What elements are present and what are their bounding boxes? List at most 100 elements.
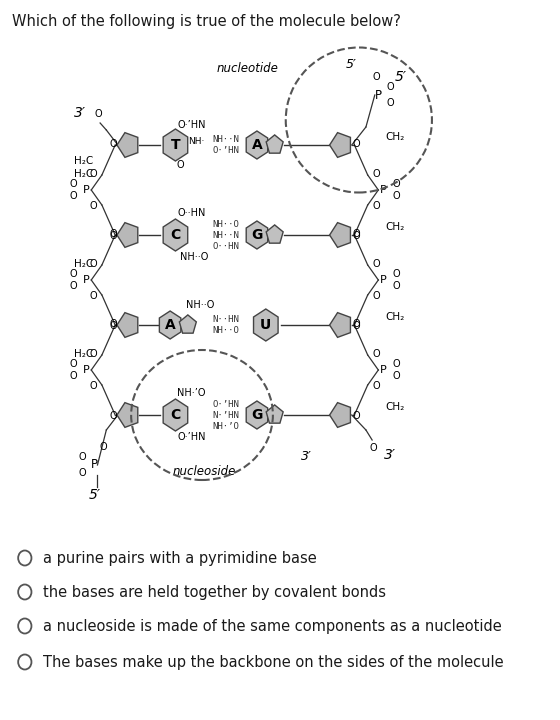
Text: O: O [70,359,77,369]
Polygon shape [330,132,351,158]
Text: nucleoside: nucleoside [172,465,235,478]
Text: O: O [89,349,97,359]
Text: 5′: 5′ [346,58,356,71]
Text: CH₂: CH₂ [385,402,405,412]
Text: O·’HN: O·’HN [212,400,239,408]
Text: O: O [373,291,380,301]
Text: O: O [392,179,400,189]
Text: P: P [375,89,382,102]
Polygon shape [246,131,268,159]
Text: 3′: 3′ [73,106,86,120]
Text: O: O [89,381,97,391]
Text: P: P [380,185,387,195]
Text: O: O [110,139,117,149]
Polygon shape [330,222,351,248]
Text: NH··O: NH··O [212,326,239,335]
Text: O: O [70,191,77,201]
Text: NH·: NH· [188,137,204,145]
Text: 3′: 3′ [301,450,312,463]
Text: O: O [373,72,380,82]
Text: O: O [70,371,77,381]
Polygon shape [266,225,283,243]
Text: O·’HN: O·’HN [177,432,206,442]
Text: O: O [100,442,108,452]
Text: H₂C: H₂C [73,259,93,269]
Text: O: O [110,319,117,329]
Text: CH₂: CH₂ [385,132,405,142]
Text: a purine pairs with a pyrimidine base: a purine pairs with a pyrimidine base [43,551,316,565]
Text: H₂C: H₂C [73,349,93,359]
Text: O: O [373,349,380,359]
Polygon shape [117,222,138,248]
Text: O: O [78,468,86,478]
Text: A: A [251,138,262,152]
Text: NH··N: NH··N [212,230,239,240]
Text: O: O [89,201,97,211]
Text: O: O [110,229,117,239]
Text: O: O [392,191,400,201]
Text: O: O [70,179,77,189]
Polygon shape [163,219,188,251]
Text: NH··O: NH··O [186,300,214,310]
Text: 3′: 3′ [384,448,396,462]
Text: H₂C: H₂C [73,169,93,179]
Text: P: P [380,275,387,285]
Polygon shape [330,312,351,338]
Text: O: O [392,359,400,369]
Text: O: O [110,411,117,421]
Text: 5′: 5′ [89,488,101,502]
Text: nucleotide: nucleotide [217,62,279,75]
Polygon shape [163,399,188,431]
Text: NH··O: NH··O [180,252,208,262]
Text: G: G [251,228,263,242]
Text: NH··N: NH··N [212,135,239,144]
Text: the bases are held together by covalent bonds: the bases are held together by covalent … [43,585,385,600]
Text: O: O [95,109,102,119]
Text: O: O [373,169,380,179]
Text: H₂C: H₂C [73,156,93,166]
Text: Which of the following is true of the molecule below?: Which of the following is true of the mo… [12,14,402,29]
Text: O: O [89,169,97,179]
Text: O: O [110,231,117,241]
Polygon shape [179,315,197,333]
Text: G: G [251,408,263,422]
Text: O··HN: O··HN [212,241,239,251]
Polygon shape [117,402,138,428]
Text: O: O [352,229,360,239]
Text: The bases make up the backbone on the sides of the molecule: The bases make up the backbone on the si… [43,654,503,670]
Text: O: O [392,371,400,381]
Text: P: P [82,365,89,375]
Text: O: O [89,259,97,269]
Text: O: O [392,281,400,291]
Text: 5′: 5′ [394,70,407,84]
Text: O: O [392,269,400,279]
Text: O: O [352,411,360,421]
Text: O: O [352,319,360,329]
Text: O: O [386,82,394,92]
Polygon shape [266,405,283,423]
Text: O··HN: O··HN [177,208,206,218]
Text: a nucleoside is made of the same components as a nucleotide: a nucleoside is made of the same compone… [43,618,501,634]
Text: T: T [171,138,180,152]
Text: P: P [82,275,89,285]
Text: O: O [176,160,184,170]
Text: O: O [78,452,86,462]
Text: P: P [82,185,89,195]
Text: O: O [373,259,380,269]
Text: O: O [373,201,380,211]
Text: O: O [110,321,117,331]
Polygon shape [330,402,351,428]
Polygon shape [266,135,283,153]
Text: O: O [352,139,360,149]
Text: P: P [380,365,387,375]
Text: O: O [89,291,97,301]
Text: O: O [70,281,77,291]
Polygon shape [163,129,188,161]
Polygon shape [246,401,268,429]
Text: O: O [386,98,394,108]
Text: C: C [170,228,180,242]
Text: O: O [352,321,360,331]
Text: NH·’O: NH·’O [177,388,206,398]
Text: U: U [260,318,272,332]
Text: P: P [91,459,99,472]
